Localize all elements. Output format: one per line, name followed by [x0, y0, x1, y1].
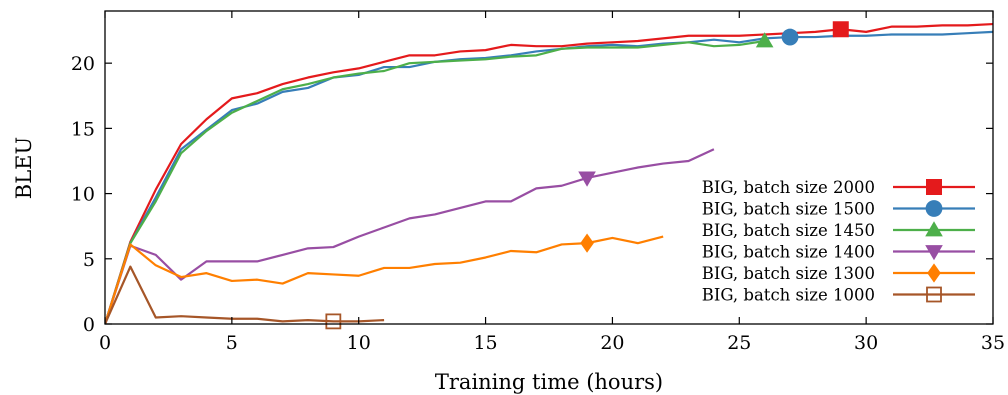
- legend-label: BIG, batch size 1400: [702, 243, 875, 262]
- y-axis-label: BLEU: [12, 137, 36, 199]
- legend-entry: BIG, batch size 1500: [702, 200, 975, 219]
- series-line-3: [105, 39, 765, 324]
- legend-entry: BIG, batch size 1400: [702, 243, 975, 262]
- legend-label: BIG, batch size 1450: [702, 221, 875, 240]
- x-tick-label: 5: [226, 332, 238, 354]
- legend-swatch-marker: [926, 286, 942, 303]
- legend-entry: BIG, batch size 1450: [702, 221, 975, 240]
- legend-swatch-marker: [926, 179, 942, 195]
- series-marker-2: [781, 28, 799, 46]
- x-tick-label: 20: [600, 332, 624, 354]
- x-axis-label: Training time (hours): [435, 370, 663, 394]
- legend-label: BIG, batch size 1300: [702, 264, 875, 283]
- legend-swatch-marker: [927, 263, 941, 283]
- x-tick-label: 25: [727, 332, 751, 354]
- y-tick-label: 20: [71, 53, 95, 75]
- legend-label: BIG, batch size 1500: [702, 200, 875, 219]
- y-tick-label: 5: [83, 249, 95, 271]
- y-tick-label: 15: [71, 118, 95, 140]
- series-line-6: [105, 265, 385, 324]
- y-axis-ticks: 0 5 10 15 20: [71, 53, 993, 336]
- legend-entry: BIG, batch size 2000: [702, 178, 975, 197]
- series-line-4: [105, 148, 715, 324]
- series-marker-5: [580, 233, 594, 253]
- x-tick-label: 35: [981, 332, 1005, 354]
- plot-frame: [104, 10, 994, 325]
- x-axis-ticks: 0 5 10 15 20 25 30 35: [99, 11, 1005, 354]
- legend-swatch-marker: [925, 200, 943, 217]
- series-line-5: [105, 235, 664, 324]
- legend-label: BIG, batch size 2000: [702, 178, 875, 197]
- series-markers: [325, 21, 849, 330]
- legend-swatch-marker: [925, 245, 943, 261]
- series-marker-1: [832, 21, 849, 38]
- legend-label: BIG, batch size 1000: [702, 286, 875, 305]
- x-tick-label: 15: [473, 332, 497, 354]
- x-tick-label: 0: [99, 332, 111, 354]
- series-marker-6: [325, 313, 342, 330]
- series-marker-3: [755, 32, 774, 48]
- legend: BIG, batch size 2000 BIG, batch size 1500…: [702, 178, 975, 305]
- y-tick-label: 10: [71, 184, 95, 206]
- series-marker-4: [578, 171, 596, 187]
- x-tick-label: 10: [347, 332, 371, 354]
- legend-entry: BIG, batch size 1000: [702, 286, 975, 305]
- legend-swatch-marker: [925, 221, 943, 237]
- legend-entry: BIG, batch size 1300: [702, 263, 975, 283]
- x-tick-label: 30: [854, 332, 878, 354]
- y-tick-label: 0: [83, 314, 95, 336]
